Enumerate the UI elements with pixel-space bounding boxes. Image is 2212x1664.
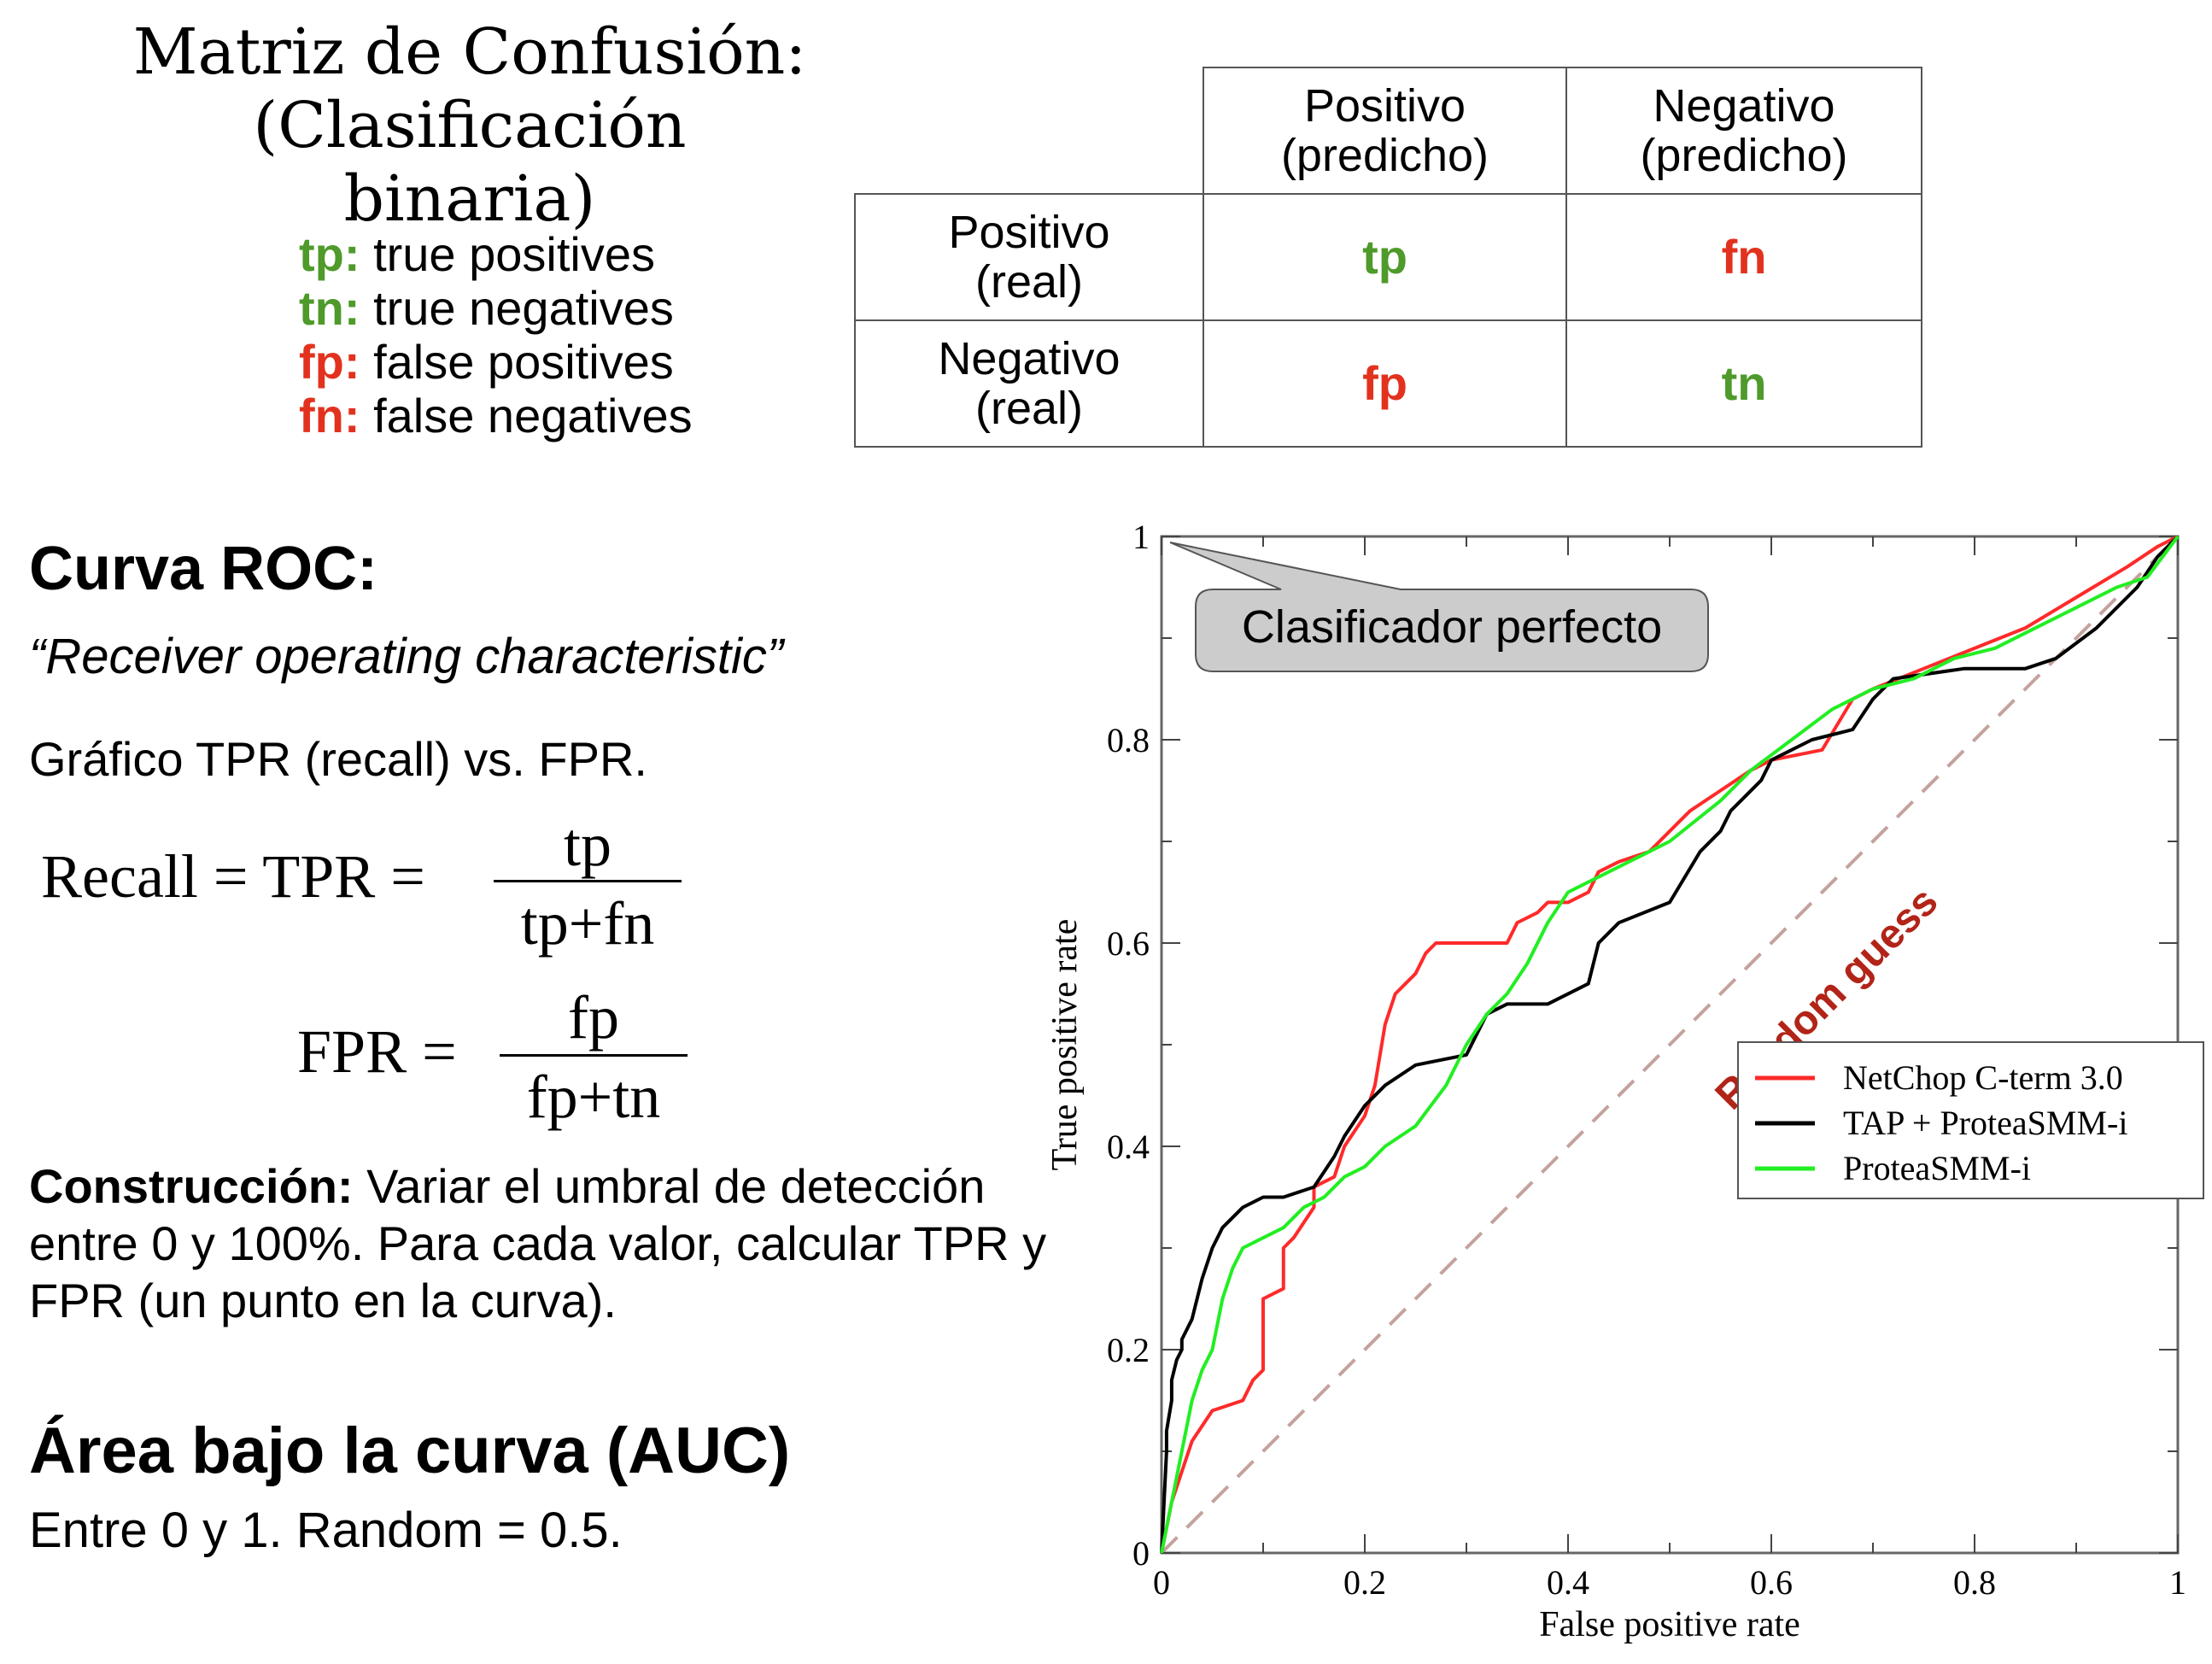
axis-ticks: 0 0.2 0.4 0.6 0.8 1 0 0.2 0.4 0.6 0.8 1 xyxy=(1107,518,2186,1602)
random-guess-line xyxy=(1160,535,2180,1555)
callout-bubble xyxy=(1169,542,1709,672)
roc-description: Gráfico TPR (recall) vs. FPR. xyxy=(29,732,647,786)
fpr-formula-numerator: fp xyxy=(568,983,619,1052)
legend-box xyxy=(1737,1041,2204,1199)
construction-label: Construcción: xyxy=(29,1159,354,1213)
definition-fn: fn: false negatives xyxy=(299,389,693,442)
roc-subtitle: “Receiver operating characteristic” xyxy=(29,629,784,684)
x-tick-label: 0 xyxy=(1153,1563,1170,1602)
confusion-title-line2: (Clasificación binaria) xyxy=(253,89,687,236)
y-tick-label: 0.8 xyxy=(1107,721,1150,759)
confusion-matrix-table: Positivo (predicho) Negativo (predicho) Po… xyxy=(854,67,1922,448)
definition-fp: fp: false positives xyxy=(299,335,693,389)
cell-tp: tp xyxy=(1203,193,1567,321)
definitions-list: tp: true positives tn: true negatives fp… xyxy=(299,227,693,442)
roc-heading: Curva ROC: xyxy=(29,535,378,603)
cell-fn: fn xyxy=(1565,193,1922,321)
legend: NetChop C-term 3.0 TAP + ProteaSMM-i Prote… xyxy=(1755,1058,2127,1187)
confusion-title-line1: Matriz de Confusión: xyxy=(132,15,807,89)
auc-heading: Área bajo la curva (AUC) xyxy=(29,1415,791,1487)
row-header-line: (real) xyxy=(974,256,1083,308)
recall-fraction-bar xyxy=(494,880,682,882)
y-tick-label: 0.2 xyxy=(1107,1331,1150,1369)
y-tick-label: 0.6 xyxy=(1107,924,1150,963)
cell-tn: tn xyxy=(1565,319,1922,448)
col-header-negative: Negativo (predicho) xyxy=(1565,67,1922,195)
series-lines xyxy=(1160,535,2180,1554)
definition-text: false negatives xyxy=(360,389,693,442)
col-header-line: (predicho) xyxy=(1640,130,1848,181)
definition-text: true negatives xyxy=(360,281,674,335)
fpr-fraction-bar xyxy=(500,1054,688,1057)
legend-label: TAP + ProteaSMM-i xyxy=(1843,1104,2127,1142)
row-header-negative: Negativo (real) xyxy=(854,319,1204,448)
callout-text: Clasificador perfecto xyxy=(1242,601,1662,653)
col-header-positive: Positivo (predicho) xyxy=(1203,67,1567,195)
definition-abbr: tn: xyxy=(299,281,360,335)
x-tick-label: 0.8 xyxy=(1953,1563,1996,1602)
col-header-line: (predicho) xyxy=(1280,130,1489,181)
definition-text: false positives xyxy=(360,335,674,389)
series-line-2 xyxy=(1160,535,2180,1554)
definition-abbr: fn: xyxy=(299,389,360,442)
definition-text: true positives xyxy=(360,227,656,281)
row-header-line: (real) xyxy=(974,383,1083,434)
recall-formula-lhs: Recall = TPR = xyxy=(41,842,425,911)
confusion-matrix-title: Matriz de Confusión: (Clasificación bina… xyxy=(128,15,811,236)
x-tick-label: 0.2 xyxy=(1343,1563,1386,1602)
row-header-positive: Positivo (real) xyxy=(854,193,1204,321)
recall-formula-numerator: tp xyxy=(563,811,612,879)
definition-tn: tn: true negatives xyxy=(299,281,693,335)
col-header-line: Positivo xyxy=(1303,80,1466,132)
x-tick-label: 0.6 xyxy=(1750,1563,1793,1602)
recall-formula-denominator: tp+fn xyxy=(520,889,655,958)
legend-label: NetChop C-term 3.0 xyxy=(1843,1058,2123,1097)
x-tick-label: 0.4 xyxy=(1547,1563,1589,1602)
cell-fp: fp xyxy=(1203,319,1567,448)
y-tick-label: 1 xyxy=(1132,518,1150,556)
row-header-line: Positivo xyxy=(948,207,1110,258)
table-corner xyxy=(855,67,1204,195)
y-tick-label: 0.4 xyxy=(1107,1128,1150,1166)
col-header-line: Negativo xyxy=(1653,80,1835,132)
x-tick-label: 1 xyxy=(2169,1563,2186,1602)
fpr-formula-lhs: FPR = xyxy=(297,1017,457,1086)
definition-tp: tp: true positives xyxy=(299,227,693,281)
construction-paragraph: Construcción: Variar el umbral de detecc… xyxy=(29,1157,1054,1329)
definition-abbr: fp: xyxy=(299,335,360,389)
fpr-formula-denominator: fp+tn xyxy=(526,1063,661,1131)
y-tick-label: 0 xyxy=(1132,1534,1150,1573)
construction-text: Variar el umbral de detección entre 0 y … xyxy=(29,1159,1047,1327)
y-axis-label: True positive rate xyxy=(1045,919,1085,1171)
row-header-line: Negativo xyxy=(938,333,1121,384)
roc-chart: 0 0.2 0.4 0.6 0.8 1 0 0.2 0.4 0.6 0.8 1 Clasificado… xyxy=(1045,518,2204,1644)
legend-label: ProteaSMM-i xyxy=(1843,1149,2031,1187)
definition-abbr: tp: xyxy=(299,227,360,281)
x-axis-label: False positive rate xyxy=(1539,1605,1800,1644)
auc-description: Entre 0 y 1. Random = 0.5. xyxy=(29,1503,623,1558)
